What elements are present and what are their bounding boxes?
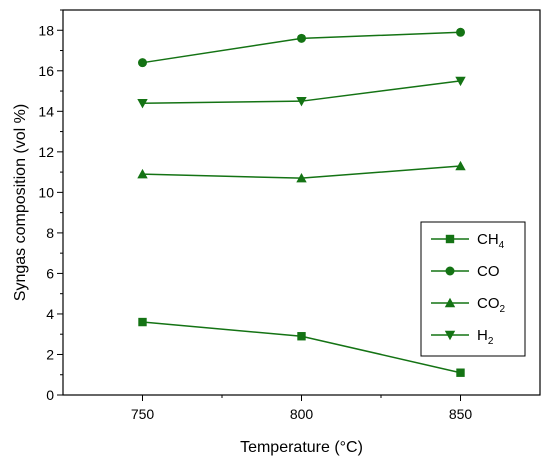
y-tick-label: 10 <box>38 184 54 200</box>
y-tick-label: 4 <box>46 306 54 322</box>
data-point <box>297 332 306 341</box>
data-point <box>456 27 465 37</box>
legend-item: CO2 <box>431 295 506 315</box>
legend-label: CO <box>477 263 500 280</box>
y-tick-label: 12 <box>38 144 54 160</box>
series-line <box>142 321 461 374</box>
legend-marker <box>444 330 456 341</box>
x-axis-title: Temperature (°C) <box>240 439 363 456</box>
axes: 0 2 4 6 8 10 12 14 16 18 750 800 850 <box>38 9 541 422</box>
series-H2 <box>137 76 466 109</box>
x-tick-label: 850 <box>449 406 473 422</box>
legend-item: CO <box>431 263 500 280</box>
legend-item: H2 <box>431 327 494 347</box>
data-point <box>138 58 147 68</box>
legend-label: H2 <box>477 327 494 347</box>
data-point <box>456 368 465 377</box>
y-tick-label: 6 <box>46 265 54 281</box>
x-tick-label: 800 <box>290 406 314 422</box>
legend-marker <box>444 297 456 308</box>
x-tick-label: 750 <box>131 406 155 422</box>
legend-box <box>420 221 526 357</box>
data-point <box>296 96 307 107</box>
legend-label: CO2 <box>477 295 506 315</box>
y-tick-label: 18 <box>38 22 54 38</box>
y-tick-label: 0 <box>46 387 54 403</box>
y-tick-label: 8 <box>46 225 54 241</box>
data-point <box>137 99 148 109</box>
legend-marker <box>445 266 455 276</box>
data-point <box>137 168 148 179</box>
legend: CH4 CO CO2 H2 <box>420 221 526 357</box>
series-CH4 <box>138 317 465 377</box>
legend-item: CH4 <box>431 231 505 251</box>
series-CO <box>138 27 465 68</box>
series-CO2 <box>137 160 466 183</box>
data-point <box>297 33 306 43</box>
y-axis-title: Syngas composition (vol %) <box>12 104 29 301</box>
data-point <box>138 317 147 327</box>
y-tick-label: 2 <box>46 346 54 362</box>
y-tick-label: 16 <box>38 63 54 79</box>
data-point <box>455 76 466 87</box>
data-point <box>455 160 466 171</box>
series-layer <box>137 27 466 377</box>
legend-label: CH4 <box>477 231 505 251</box>
y-tick-label: 14 <box>38 103 54 119</box>
legend-marker <box>445 234 455 244</box>
data-point <box>296 172 307 183</box>
